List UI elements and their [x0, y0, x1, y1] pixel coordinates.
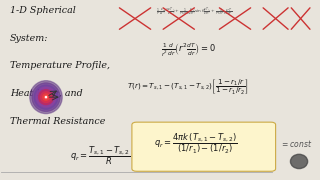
Ellipse shape [291, 154, 308, 169]
Ellipse shape [41, 92, 51, 102]
Text: $T(r) = T_{s,1} - (T_{s,1} - T_{s,2})\left[\dfrac{1 - r_1/r}{1 - r_1/r_2}\right]: $T(r) = T_{s,1} - (T_{s,1} - T_{s,2})\le… [127, 77, 249, 96]
Text: $\frac{1}{r^2}\frac{d}{dr}\left(r^2\frac{dT}{dr}\right) = 0$: $\frac{1}{r^2}\frac{d}{dr}\left(r^2\frac… [161, 42, 216, 59]
Text: $q_r = \dfrac{T_{s,1} - T_{s,2}}{R}$: $q_r = \dfrac{T_{s,1} - T_{s,2}}{R}$ [70, 145, 131, 167]
Text: System:: System: [10, 34, 49, 43]
Text: $\frac{1}{r^2}\frac{\partial}{\partial r}\!\left(r^2\frac{\partial T}{\partial r: $\frac{1}{r^2}\frac{\partial}{\partial r… [156, 6, 233, 19]
Text: 1-D Spherical: 1-D Spherical [10, 6, 76, 15]
Ellipse shape [34, 85, 58, 109]
Ellipse shape [44, 96, 47, 99]
Text: Heat Rate, and: Heat Rate, and [10, 89, 83, 98]
Ellipse shape [36, 87, 56, 107]
Text: $= const$: $= const$ [280, 138, 313, 149]
Text: $q_r = \dfrac{4\pi k\,(T_{s,1} - T_{s,2})}{(1/r_1) - (1/r_2)}$: $q_r = \dfrac{4\pi k\,(T_{s,1} - T_{s,2}… [154, 131, 238, 156]
Ellipse shape [32, 83, 60, 111]
Ellipse shape [30, 81, 62, 114]
Ellipse shape [39, 90, 53, 105]
Ellipse shape [43, 94, 49, 100]
Text: Thermal Resistance: Thermal Resistance [10, 117, 106, 126]
Text: Temperature Profile,: Temperature Profile, [10, 61, 110, 70]
Ellipse shape [45, 97, 46, 98]
FancyBboxPatch shape [132, 122, 276, 171]
